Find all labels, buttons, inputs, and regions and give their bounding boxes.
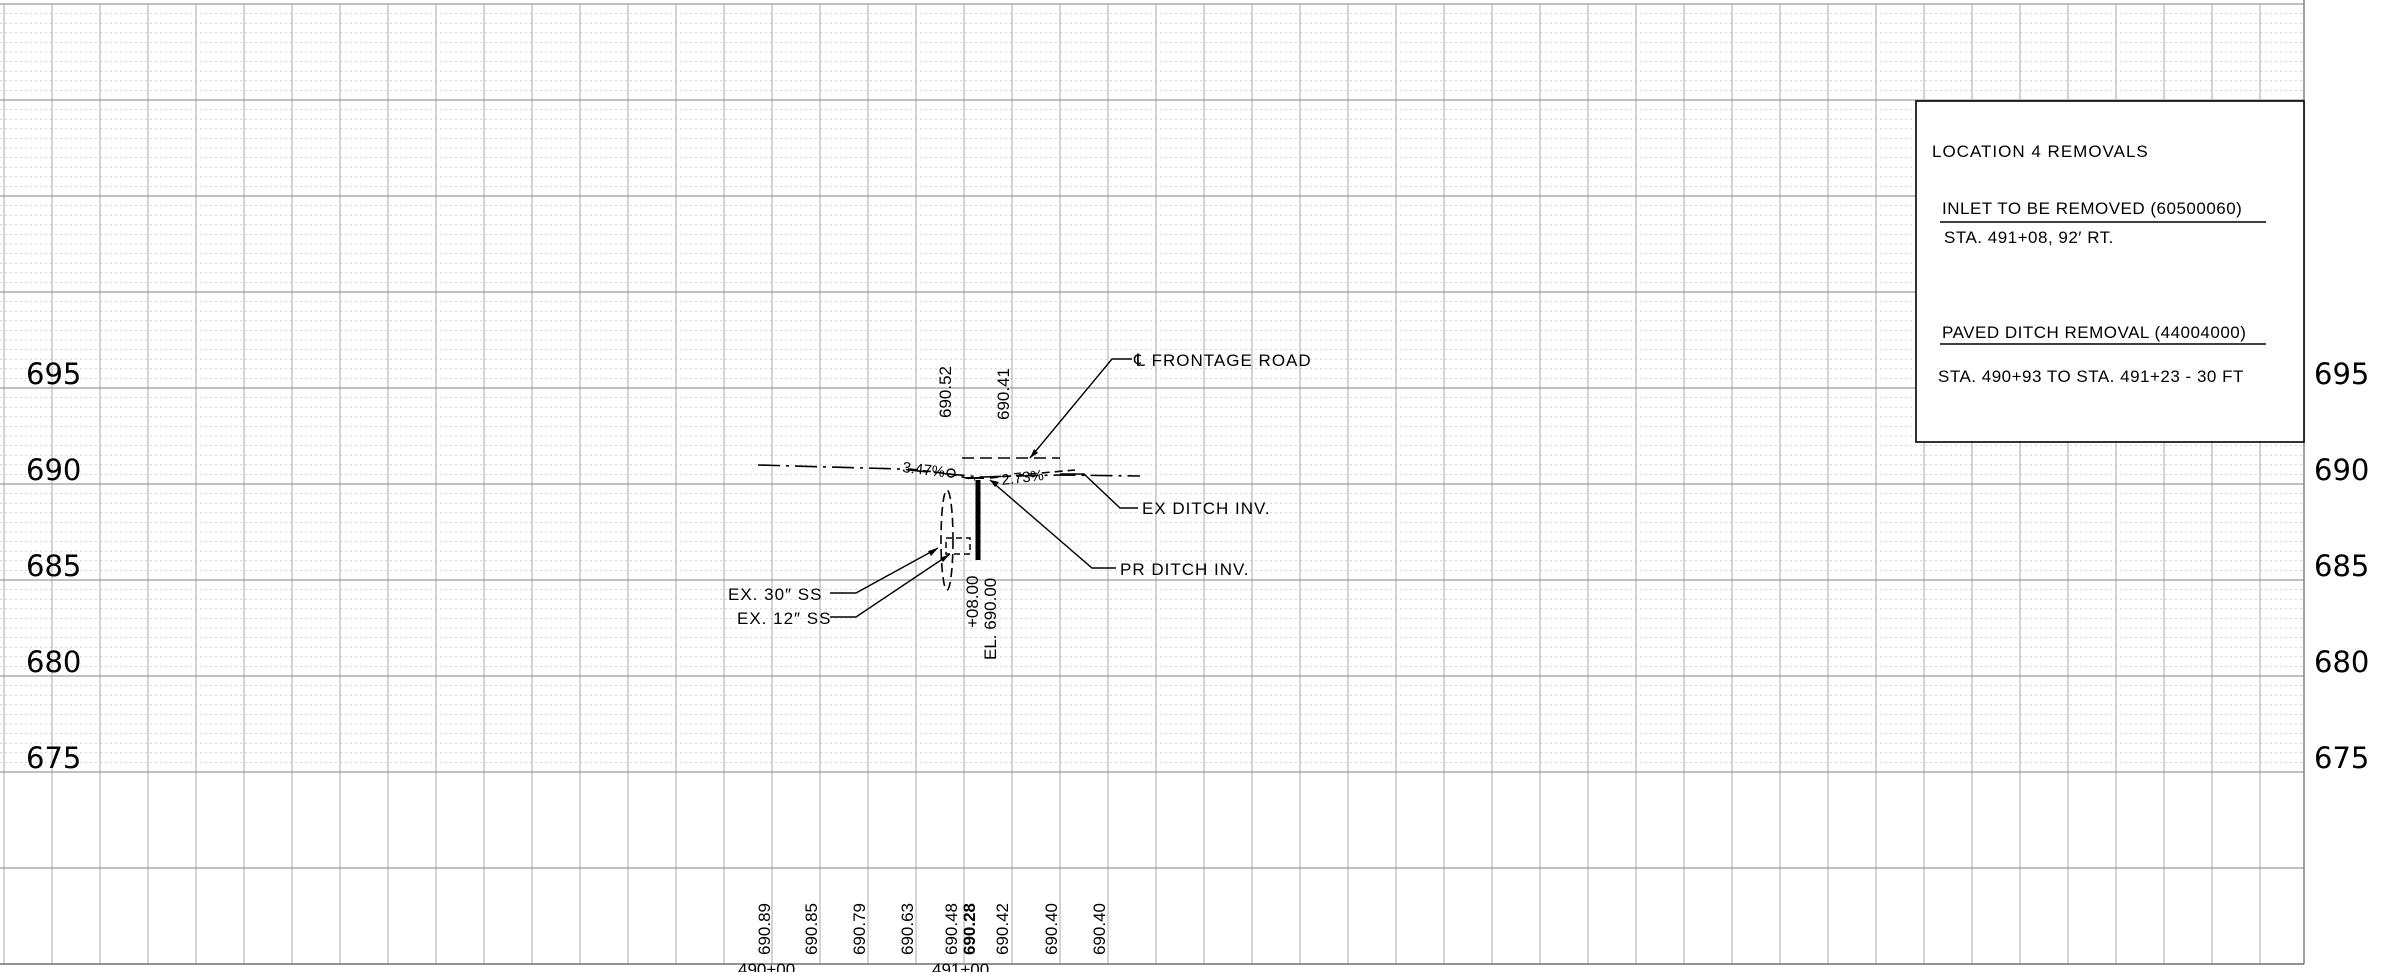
inlet-removal-heading: INLET TO BE REMOVED (60500060) bbox=[1942, 199, 2242, 218]
frontage-road-centerline bbox=[757, 464, 1141, 478]
proposed-ditch-right bbox=[989, 469, 1076, 479]
bottom-elevation: 690.40 bbox=[1090, 903, 1109, 955]
elevation-label-685-right: 685 bbox=[2314, 549, 2369, 583]
paved-ditch-removal-heading: PAVED DITCH REMOVAL (44004000) bbox=[1942, 323, 2246, 342]
bottom-elevation: 690.28 bbox=[960, 903, 979, 955]
removals-box-frame bbox=[1915, 100, 2305, 443]
leader-ex-30-ss bbox=[830, 547, 939, 594]
inlet-removal-detail: STA. 491+08, 92′ RT. bbox=[1944, 228, 2114, 247]
elevation-axis-left: 695 690 685 680 675 bbox=[26, 357, 81, 775]
arrow-ex-12-ss bbox=[940, 554, 950, 562]
top-elevation-2: 690.41 bbox=[994, 368, 1013, 420]
bottom-elevation: 690.42 bbox=[993, 903, 1012, 955]
removals-box: LOCATION 4 REMOVALS INLET TO BE REMOVED … bbox=[1915, 100, 2305, 443]
inlet-elevation-label: EL. 690.00 bbox=[981, 578, 1000, 660]
station-label-491: 491+00 bbox=[932, 960, 989, 972]
frontage-road-label: ℄ FRONTAGE ROAD bbox=[1133, 351, 1312, 370]
elevation-label-685-left: 685 bbox=[26, 549, 81, 583]
bottom-elevation: 690.79 bbox=[850, 903, 869, 955]
elevation-label-675-right: 675 bbox=[2314, 741, 2369, 775]
arrow-frontage-road bbox=[1030, 449, 1038, 458]
elevation-label-680-left: 680 bbox=[26, 645, 81, 679]
bottom-elevation: 690.89 bbox=[755, 903, 774, 955]
station-label-490: 490+00 bbox=[738, 960, 795, 972]
bottom-elevation-row: 690.89 690.85 690.79 690.63 690.48 690.2… bbox=[755, 903, 1109, 955]
leader-ex-12-ss bbox=[830, 553, 951, 618]
ex-30-ss-pipe bbox=[940, 489, 954, 591]
callouts: ℄ FRONTAGE ROAD EX DITCH INV. PR DITCH I… bbox=[728, 351, 1312, 660]
bottom-elevation: 690.63 bbox=[898, 903, 917, 955]
inlet-marker bbox=[946, 468, 956, 478]
bottom-elevation: 690.40 bbox=[1042, 903, 1061, 955]
leader-pr-ditch-inv bbox=[989, 479, 1116, 569]
inlet-station-label: +08.00 bbox=[963, 576, 982, 628]
arrow-ex-30-ss bbox=[928, 548, 938, 556]
station-labels: 490+00 491+00 bbox=[738, 960, 989, 972]
ex-30-ss-label: EX. 30″ SS bbox=[728, 585, 822, 604]
bottom-elevation: 690.48 bbox=[942, 903, 961, 955]
pr-ditch-inv-label: PR DITCH INV. bbox=[1120, 560, 1250, 579]
slope-label-left: 3.47% bbox=[902, 459, 946, 481]
ex-ditch-inv-label: EX DITCH INV. bbox=[1142, 499, 1271, 518]
elevation-label-695-right: 695 bbox=[2314, 357, 2369, 391]
paved-ditch-removal-detail: STA. 490+93 TO STA. 491+23 - 30 FT bbox=[1938, 367, 2244, 386]
elevation-axis-right: 695 690 685 680 675 bbox=[2314, 357, 2369, 775]
elevation-label-680-right: 680 bbox=[2314, 645, 2369, 679]
elevation-label-690-left: 690 bbox=[26, 453, 81, 487]
leader-ex-ditch-inv bbox=[1060, 473, 1138, 509]
bottom-elevation: 690.85 bbox=[802, 903, 821, 955]
ex-12-ss-label: EX. 12″ SS bbox=[737, 609, 831, 628]
slope-label-right: 2.73% bbox=[1000, 467, 1044, 489]
arrow-pr-ditch-inv bbox=[990, 480, 999, 487]
removals-title: LOCATION 4 REMOVALS bbox=[1932, 142, 2149, 161]
ex-12-ss-pipe bbox=[945, 537, 971, 555]
elevation-label-690-right: 690 bbox=[2314, 453, 2369, 487]
elevation-label-695-left: 695 bbox=[26, 357, 81, 391]
profile-drawing bbox=[757, 358, 1141, 618]
top-elevation-1: 690.52 bbox=[936, 366, 955, 418]
elevation-label-675-left: 675 bbox=[26, 741, 81, 775]
leader-frontage-road bbox=[1029, 358, 1132, 459]
